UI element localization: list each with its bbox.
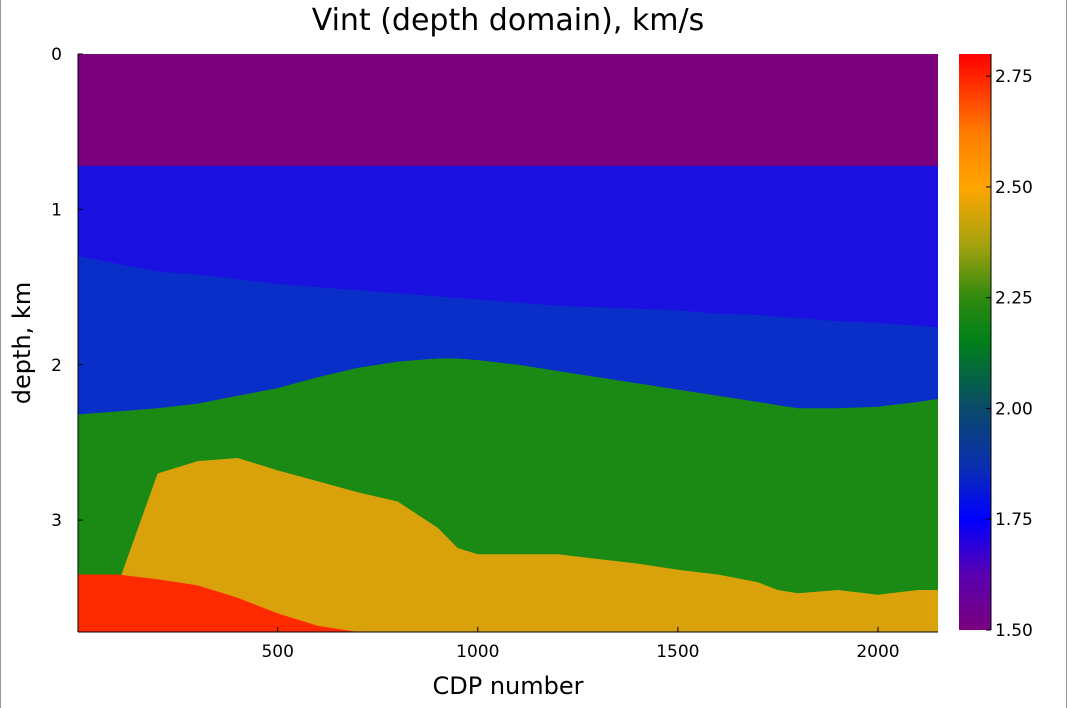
- colorbar-tick-label: 2.75: [995, 67, 1033, 87]
- layer-yellow: [78, 458, 938, 632]
- colorbar-tick-label: 1.50: [995, 621, 1033, 641]
- y-tick-label: 3: [51, 511, 62, 531]
- x-axis-ticks: 500 1000 1500 2000: [261, 627, 900, 662]
- colorbar-ticks: 1.50 1.75 2.00 2.25 2.50 2.75: [986, 67, 1033, 641]
- x-tick-label: 1000: [456, 642, 499, 662]
- x-axis-label: CDP number: [432, 672, 583, 700]
- colorbar-tick-label: 1.75: [995, 510, 1033, 530]
- chart-title: Vint (depth domain), km/s: [312, 3, 705, 38]
- colorbar-tick-label: 2.50: [995, 178, 1033, 198]
- frame-border-left: [0, 0, 1, 708]
- x-tick-label: 1500: [656, 642, 699, 662]
- axes: 500 1000 1500 2000 0 1 2 3: [51, 45, 938, 662]
- y-axis-ticks: 0 1 2 3: [51, 45, 83, 531]
- colorbar-tick-label: 2.25: [995, 289, 1033, 309]
- layer-red: [78, 574, 938, 632]
- x-tick-label: 2000: [856, 642, 899, 662]
- y-tick-label: 2: [51, 356, 62, 376]
- heatmap-plot-area: [78, 54, 938, 632]
- colorbar-gradient: [959, 54, 991, 630]
- x-tick-label: 500: [261, 642, 293, 662]
- y-axis-label: depth, km: [8, 282, 36, 404]
- colorbar: 1.50 1.75 2.00 2.25 2.50 2.75: [959, 54, 1033, 641]
- y-tick-label: 1: [51, 200, 62, 220]
- colorbar-tick-label: 2.00: [995, 399, 1033, 419]
- y-tick-label: 0: [51, 45, 62, 65]
